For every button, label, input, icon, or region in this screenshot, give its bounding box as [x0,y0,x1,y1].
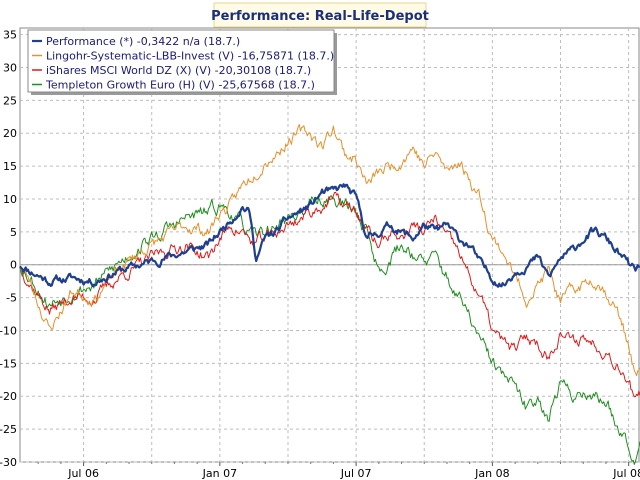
series-line-2 [19,191,640,398]
legend-box [27,29,335,93]
y-tick-label: 10 [3,193,17,206]
y-tick-label: -20 [0,390,17,403]
y-tick-label: 25 [3,94,17,107]
y-tick-label: 35 [3,29,17,42]
y-tick-label: -5 [6,292,17,305]
legend-entry: iShares MSCI World DZ (X) (V) -20,30108 … [46,64,311,77]
series-line-3 [19,195,640,465]
legend-entry: Performance (*) -0,3422 n/a (18.7.) [46,35,240,48]
y-tick-label: 15 [3,160,17,173]
y-tick-label: -30 [0,456,17,469]
chart-title: Performance: Real-Life-Depot [211,9,429,24]
x-tick-label: Jul 06 [67,467,99,480]
y-tick-label: 20 [3,127,17,140]
y-tick-label: -10 [0,324,17,337]
y-tick-label: 5 [10,226,17,239]
legend-entry: Templeton Growth Euro (H) (V) -25,67568 … [45,79,315,92]
y-tick-label: -15 [0,357,17,370]
x-tick-label: Jul 08 [612,467,640,480]
y-tick-label: 30 [3,61,17,74]
y-tick-label: 0 [10,259,17,272]
y-tick-label: -25 [0,423,17,436]
series-line-0 [19,183,640,288]
series-line-1 [19,124,640,376]
legend-entry: Lingohr-Systematic-LBB-Invest (V) -16,75… [46,50,334,63]
x-tick-label: Jan 08 [474,467,509,480]
x-tick-label: Jan 07 [202,467,237,480]
x-tick-label: Jul 07 [340,467,372,480]
title-box [213,2,427,28]
